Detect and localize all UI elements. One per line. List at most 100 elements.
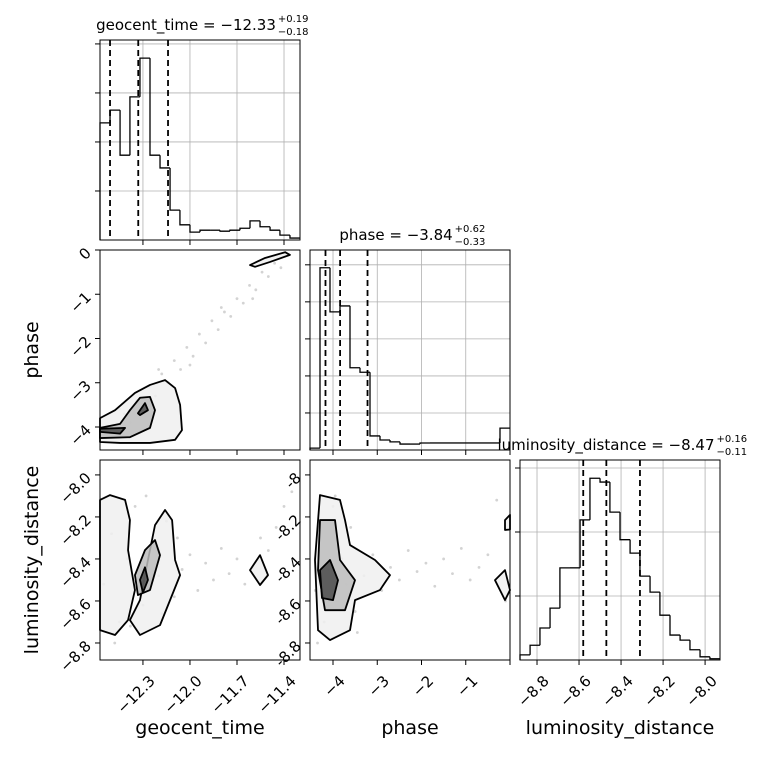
hist-step xyxy=(289,235,300,239)
axes-frame xyxy=(99,249,301,451)
sample-point xyxy=(433,584,437,588)
sample-point xyxy=(389,565,392,569)
hist-step xyxy=(579,519,590,568)
sample-point xyxy=(219,306,223,309)
hist-step xyxy=(559,567,570,609)
sample-point xyxy=(266,549,270,552)
sample-point xyxy=(219,547,223,550)
hist-step xyxy=(139,57,150,97)
hist-step xyxy=(189,224,200,233)
hist-step xyxy=(589,477,601,520)
sample-point xyxy=(133,505,137,508)
hist-step xyxy=(649,576,660,593)
hist-step xyxy=(129,96,140,156)
sample-point xyxy=(274,526,278,529)
density-contour xyxy=(99,426,126,435)
hist-step xyxy=(549,607,560,628)
hist-step xyxy=(179,210,190,226)
hist-step xyxy=(279,230,290,236)
density-contour xyxy=(137,402,149,416)
sample-point xyxy=(235,557,239,561)
sample-point xyxy=(172,359,176,363)
sample-point xyxy=(160,372,164,376)
hist-step xyxy=(389,440,400,443)
axes-frame xyxy=(519,459,721,661)
axes-frame xyxy=(309,459,511,661)
hist-step xyxy=(199,229,211,233)
sample-point xyxy=(204,561,208,565)
panel-title: phase = −3.84 xyxy=(339,226,452,244)
sample-point xyxy=(415,570,419,573)
sample-point xyxy=(157,368,161,371)
sample-point xyxy=(188,553,192,557)
sample-point xyxy=(355,631,359,634)
sample-point xyxy=(279,266,283,270)
sample-point xyxy=(424,561,428,565)
density-contour xyxy=(99,494,136,636)
hist-step xyxy=(119,110,130,156)
sample-point xyxy=(172,595,176,599)
hist-step xyxy=(229,229,240,232)
density-contour xyxy=(249,251,291,268)
hist-step xyxy=(699,649,710,658)
sample-point xyxy=(197,332,201,336)
hist-step xyxy=(219,230,230,232)
sample-point xyxy=(191,354,195,358)
density-contour xyxy=(319,559,339,602)
hist-step xyxy=(159,155,171,169)
hist-step xyxy=(619,512,631,541)
hist-step xyxy=(319,267,330,449)
sample-point xyxy=(229,314,233,318)
hist-step xyxy=(399,441,410,445)
sample-point xyxy=(495,498,499,502)
x-axis-label: geocent_time xyxy=(135,717,264,739)
sample-point xyxy=(468,578,472,582)
sample-point xyxy=(333,494,337,498)
panel: phase = −3.84 +0.62 −0.33 xyxy=(305,224,511,455)
sample-point xyxy=(273,261,277,265)
title-lower: −0.18 xyxy=(278,27,309,38)
title-lower: −0.33 xyxy=(455,237,486,248)
hist-step xyxy=(529,644,540,655)
title-lower: −0.11 xyxy=(717,447,748,458)
x-axis-label: luminosity_distance xyxy=(526,717,715,739)
sample-point xyxy=(397,578,401,582)
sample-point xyxy=(188,363,192,367)
hist-step xyxy=(669,615,681,636)
hist-step xyxy=(659,592,670,616)
sample-point xyxy=(290,490,294,494)
sample-point xyxy=(316,641,319,645)
hist-step xyxy=(689,640,701,651)
sample-point xyxy=(179,368,182,371)
hist-step xyxy=(609,482,620,513)
axes-frame xyxy=(99,459,301,661)
hist-step xyxy=(269,226,280,231)
sample-point xyxy=(442,557,446,561)
sample-point xyxy=(216,328,220,332)
title-upper: +0.62 xyxy=(455,224,486,235)
panel-title: luminosity_distance = −8.47 xyxy=(497,436,714,455)
sample-point xyxy=(196,589,200,592)
sample-point xyxy=(227,572,231,576)
hist-step xyxy=(249,220,261,229)
y-axis-label: luminosity_distance xyxy=(21,466,43,655)
sample-point xyxy=(235,297,239,301)
sample-point xyxy=(477,565,481,569)
sample-point xyxy=(210,319,214,323)
sample-point xyxy=(223,310,226,314)
hist-step xyxy=(329,267,340,313)
hist-step xyxy=(709,656,720,660)
sample-point xyxy=(259,536,262,540)
sample-point xyxy=(282,505,286,508)
axes-frame xyxy=(99,39,301,241)
hist-step xyxy=(369,372,380,437)
sample-point xyxy=(254,288,258,292)
sample-point xyxy=(129,624,132,628)
hist-step xyxy=(149,58,161,156)
sample-point xyxy=(349,526,353,529)
hist-step xyxy=(539,627,551,646)
title-upper: +0.19 xyxy=(278,14,309,25)
sample-point xyxy=(212,578,215,582)
sample-point xyxy=(251,297,255,301)
